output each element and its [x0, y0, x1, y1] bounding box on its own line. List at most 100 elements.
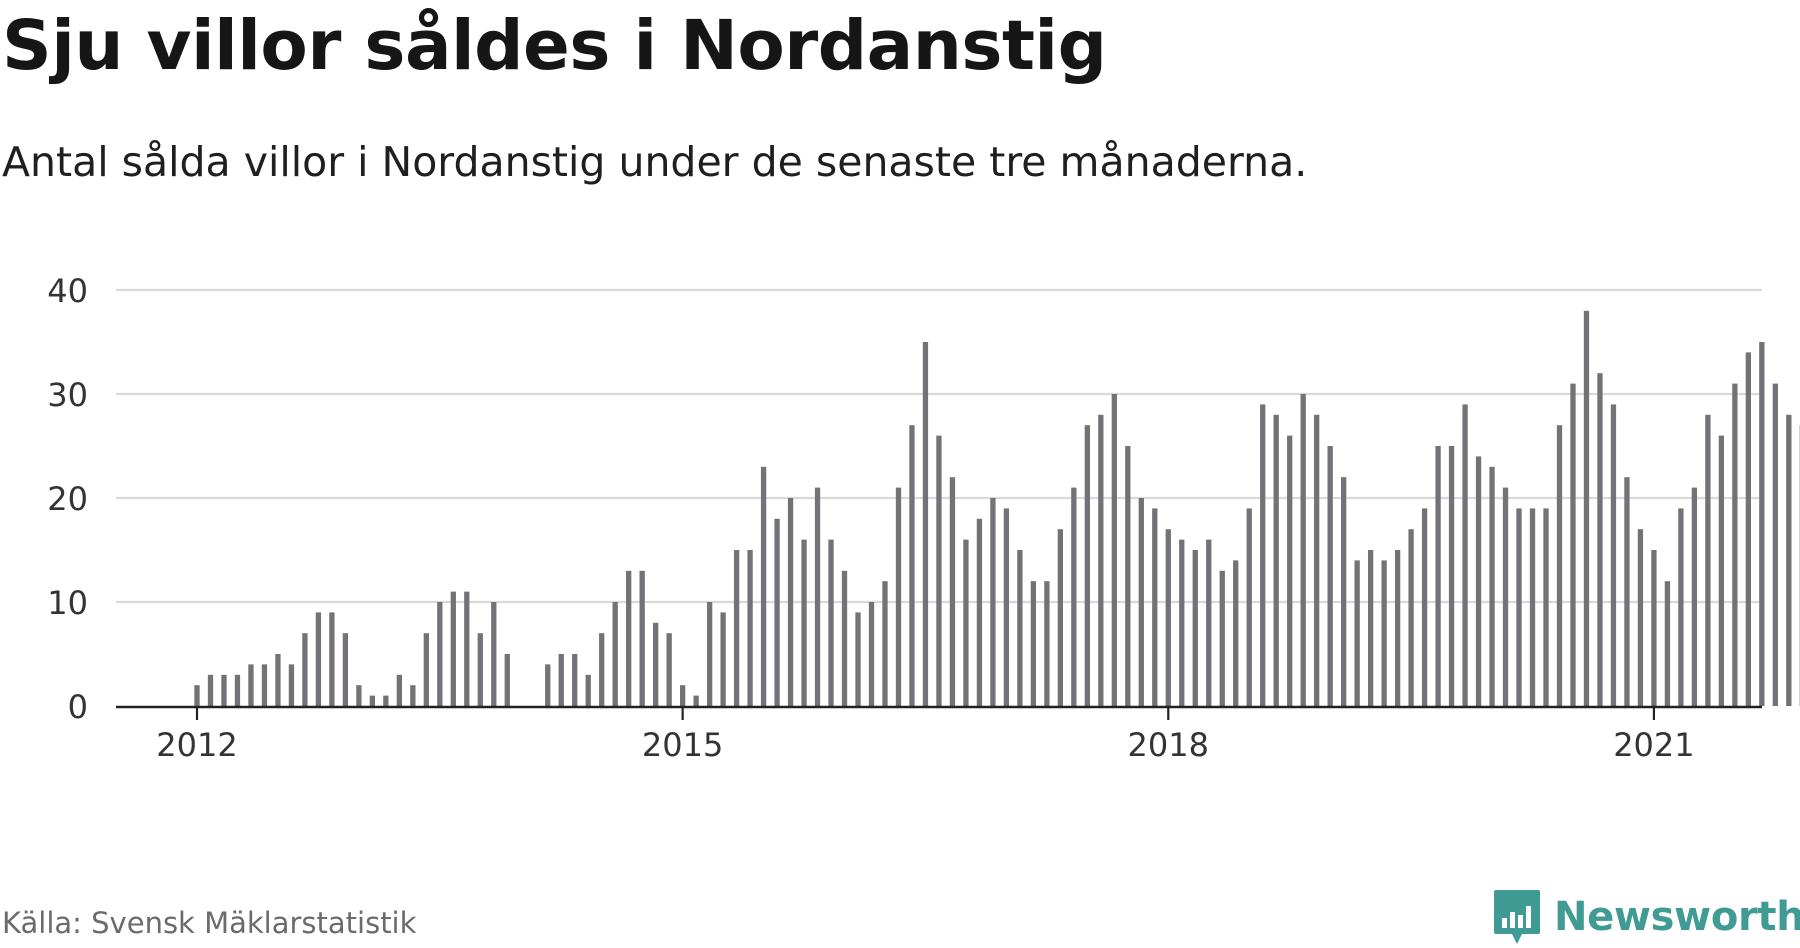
bar: [329, 612, 335, 706]
brand-name: Newsworthy: [1554, 894, 1800, 940]
bar: [1165, 529, 1171, 706]
bar: [1125, 446, 1131, 706]
bar: [1219, 570, 1225, 706]
bar: [1260, 404, 1266, 706]
bar: [234, 674, 241, 706]
bar: [1408, 529, 1414, 706]
bar: [1044, 581, 1050, 706]
bar: [828, 539, 834, 706]
bars: [194, 310, 1800, 706]
bar: [1718, 435, 1725, 706]
y-tick-label-40: 40: [47, 272, 88, 310]
y-tick-label-20: 20: [47, 480, 88, 518]
bar: [302, 633, 308, 706]
source-note: Källa: Svensk Mäklarstatistik: [2, 906, 417, 940]
bar: [653, 622, 659, 706]
bar: [639, 570, 645, 706]
bar: [356, 685, 362, 706]
bar: [747, 550, 753, 706]
bar: [976, 518, 983, 706]
labels: 010203040201220152018202120237: [47, 272, 1694, 764]
bar: [221, 674, 227, 706]
bar: [1273, 414, 1279, 706]
bar: [1421, 508, 1428, 706]
bar: [1786, 414, 1792, 706]
bar: [626, 570, 632, 706]
x-tick-label-2021: 2021: [1613, 726, 1694, 764]
bar: [1691, 487, 1698, 706]
bar: [545, 664, 551, 706]
bar-chart: 010203040201220152018202120237: [47, 272, 1800, 764]
bar: [194, 685, 200, 706]
bar: [760, 466, 767, 706]
bar: [1354, 560, 1360, 706]
bar: [909, 425, 915, 706]
y-tick-label-0: 0: [68, 688, 88, 726]
bar: [679, 685, 686, 706]
bar: [1772, 383, 1778, 706]
bar: [1367, 550, 1374, 706]
bar: [1246, 508, 1252, 706]
bar: [1664, 581, 1671, 706]
y-tick-label-10: 10: [47, 584, 88, 622]
bar: [814, 487, 821, 706]
bar: [1435, 446, 1441, 706]
bar: [801, 539, 807, 706]
bar: [410, 685, 416, 706]
bar: [1556, 425, 1563, 706]
bar: [558, 654, 564, 706]
bar: [1152, 508, 1158, 706]
bar: [1610, 404, 1617, 706]
bar: [261, 664, 268, 706]
bar: [369, 695, 376, 706]
chart-subtitle: Antal sålda villor i Nordanstig under de…: [2, 138, 1308, 186]
bar: [882, 581, 888, 706]
bar: [275, 654, 281, 706]
bar: [1705, 414, 1711, 706]
bar: [922, 342, 929, 706]
bar: [1192, 550, 1198, 706]
bar: [504, 654, 510, 706]
bar: [841, 570, 848, 706]
bar: [288, 664, 295, 706]
bar: [855, 612, 861, 706]
bar: [1057, 529, 1064, 706]
bar: [1759, 342, 1765, 706]
x-tick-label-2015: 2015: [642, 726, 723, 764]
bar: [949, 477, 956, 706]
bar: [666, 633, 672, 706]
bar: [1287, 435, 1293, 706]
x-tick-label-2012: 2012: [156, 726, 237, 764]
bar: [1314, 414, 1320, 706]
bar: [1516, 508, 1522, 706]
bar: [1529, 508, 1536, 706]
bar: [1732, 383, 1738, 706]
bar: [1597, 373, 1603, 706]
bar: [1233, 560, 1239, 706]
bar: [423, 633, 429, 706]
bar: [1624, 477, 1630, 706]
bar: [464, 591, 470, 706]
bar: [1637, 529, 1644, 706]
bar: [585, 674, 591, 706]
bar: [1071, 487, 1077, 706]
bar: [1111, 394, 1117, 706]
bar: [572, 654, 578, 706]
bar: [248, 664, 254, 706]
bar: [396, 674, 402, 706]
bar: [477, 633, 483, 706]
bar: [1678, 508, 1684, 706]
bar: [612, 602, 618, 706]
bar: [1462, 404, 1468, 706]
axes: [116, 705, 1762, 720]
bar: [1098, 414, 1104, 706]
bar: [1570, 383, 1576, 706]
bar: [1583, 310, 1590, 706]
bar: [1394, 550, 1401, 706]
bar: [787, 498, 794, 706]
bar: [207, 674, 214, 706]
bar: [733, 550, 740, 706]
bar: [599, 633, 605, 706]
bar: [1206, 539, 1212, 706]
bar: [868, 602, 875, 706]
